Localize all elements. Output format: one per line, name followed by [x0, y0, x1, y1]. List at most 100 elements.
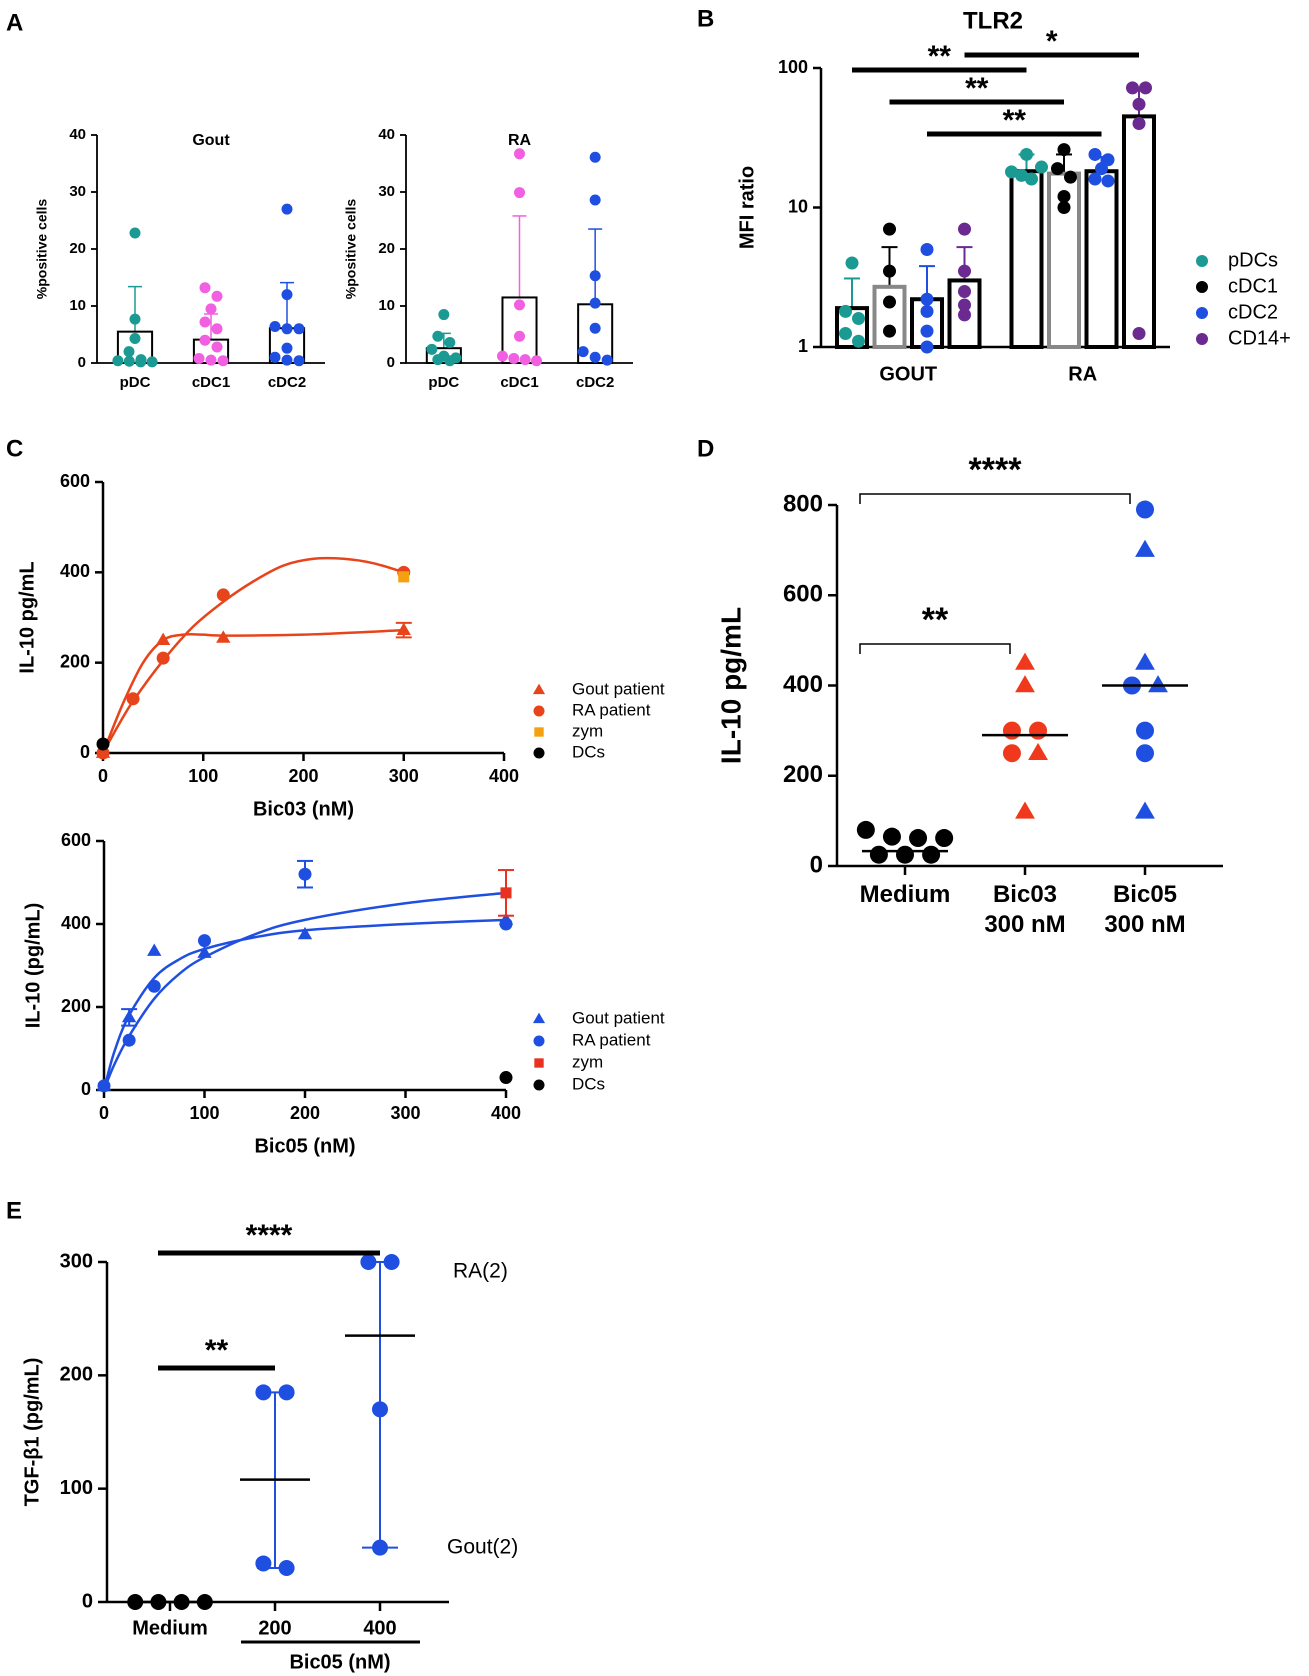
legend-marker [1196, 307, 1208, 319]
x-tick-label: 0 [98, 766, 108, 786]
y-tick-label: 0 [82, 1590, 93, 1612]
data-point [839, 304, 852, 318]
data-point [426, 343, 438, 355]
data-point [444, 355, 456, 367]
data-point [1005, 165, 1018, 179]
data-point [255, 1384, 272, 1401]
legend-label: RA patient [572, 1030, 651, 1049]
data-point [126, 692, 140, 706]
legend-label: Gout patient [572, 679, 665, 698]
y-tick-label: 10 [788, 196, 808, 216]
legend-marker [533, 1035, 545, 1047]
data-point [438, 309, 450, 321]
data-point [499, 917, 513, 931]
legend-marker [1196, 281, 1208, 293]
data-point [205, 303, 217, 315]
data-point [129, 227, 141, 239]
y-tick-label: 40 [69, 126, 86, 143]
data-point [1148, 675, 1168, 693]
data-point [1088, 172, 1102, 186]
bar [1047, 171, 1081, 349]
data-point [920, 304, 934, 318]
data-point [217, 355, 229, 367]
data-point [121, 1009, 137, 1023]
data-point [1132, 117, 1146, 131]
x-tick-label: GOUT [879, 363, 937, 385]
y-tick-label: 20 [69, 240, 86, 257]
x-tick-label: RA [1068, 363, 1097, 385]
x-tick-label: pDC [428, 374, 459, 391]
data-point [1029, 721, 1048, 740]
significance-label: ** [922, 601, 949, 639]
x-axis-label: Bic05 (nM) [289, 1651, 390, 1673]
data-point [958, 298, 971, 312]
data-point [1136, 744, 1154, 763]
significance-label: ** [965, 72, 989, 105]
y-tick-label: 1 [798, 336, 808, 356]
legend-label: RA patient [572, 700, 651, 719]
data-point [383, 1254, 400, 1270]
legend-marker [533, 747, 545, 759]
data-point [432, 354, 444, 366]
y-axis-label: %positive cells [343, 199, 359, 300]
data-point [1015, 801, 1035, 819]
data-point [211, 323, 223, 335]
x-tick-label: pDC [120, 374, 151, 391]
y-tick-label: 100 [60, 1477, 93, 1499]
data-point [123, 355, 135, 367]
data-point [883, 324, 896, 338]
data-point [531, 355, 543, 367]
data-point [896, 845, 914, 864]
data-point [1064, 170, 1077, 184]
legend-marker [1196, 255, 1208, 267]
x-tick-label: Bic03 300 nM [984, 881, 1066, 938]
y-tick-label: 0 [387, 354, 395, 371]
data-point [396, 622, 411, 636]
data-point [1057, 143, 1071, 157]
data-point [199, 282, 211, 294]
x-tick-label: 100 [188, 766, 218, 786]
data-point [958, 222, 971, 236]
bar [116, 330, 154, 364]
data-point [883, 295, 896, 309]
significance-label: ** [205, 1334, 229, 1367]
data-point [852, 312, 865, 326]
significance-label: * [1046, 25, 1058, 58]
data-point [1126, 81, 1139, 95]
y-tick-label: 200 [783, 761, 823, 788]
x-tick-label: 100 [189, 1103, 219, 1123]
data-point [281, 203, 293, 215]
data-point [500, 887, 512, 899]
significance-label: **** [969, 451, 1023, 489]
data-point [156, 632, 171, 645]
y-tick-label: 200 [60, 651, 90, 671]
data-point [1002, 721, 1021, 740]
data-point [920, 324, 934, 338]
data-point [372, 1539, 388, 1556]
data-point [122, 1033, 136, 1047]
y-tick-label: 600 [60, 471, 90, 491]
data-point [589, 297, 601, 309]
data-point [255, 1555, 272, 1572]
data-point [1028, 742, 1048, 760]
data-point [1020, 147, 1033, 161]
data-point [147, 979, 161, 993]
data-point [211, 341, 223, 353]
data-point [1101, 153, 1115, 167]
bar [1122, 114, 1156, 349]
legend-label: cDC1 [1228, 275, 1278, 297]
x-axis-label: Bic03 (nM) [253, 798, 354, 820]
data-point [129, 332, 141, 344]
x-tick-label: 200 [290, 1103, 320, 1123]
significance-bracket [859, 643, 1011, 654]
bar [947, 278, 982, 350]
x-tick-label: 200 [288, 766, 318, 786]
data-point [146, 356, 158, 368]
y-tick-label: 600 [61, 830, 91, 850]
chart-title: RA [508, 132, 532, 149]
y-axis-label: IL-10 pg/mL [715, 607, 746, 764]
data-point [1132, 326, 1146, 340]
data-point [293, 355, 305, 367]
